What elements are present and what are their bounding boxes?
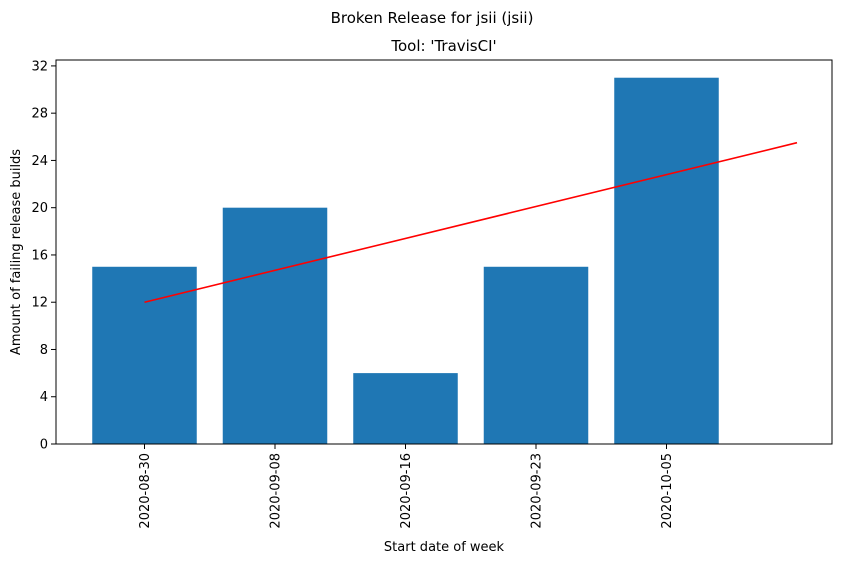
y-tick-label: 4 <box>40 390 48 405</box>
bar-2020-10-05 <box>614 77 719 444</box>
bar-2020-09-23 <box>483 266 589 444</box>
y-axis: 0 4 8 12 16 20 24 28 32 <box>31 59 56 453</box>
plot-frame <box>55 59 833 445</box>
bars-layer <box>92 77 719 444</box>
trend-layer <box>144 141 798 303</box>
chart-suptitle: Broken Release for jsii (jsii) <box>331 9 534 27</box>
x-axis-label: Start date of week <box>384 540 505 555</box>
y-tick-label: 32 <box>31 59 48 74</box>
x-tick-label: 2020-08-30 <box>138 453 153 529</box>
chart-title: Tool: 'TravisCI' <box>390 37 496 55</box>
y-tick-label: 8 <box>40 343 48 358</box>
x-tick-label: 2020-09-08 <box>269 453 284 529</box>
y-tick-label: 0 <box>40 438 48 453</box>
trend-line <box>144 141 798 303</box>
bar-2020-09-16 <box>353 373 458 444</box>
y-tick-label: 28 <box>31 107 48 122</box>
y-tick-label: 16 <box>31 248 48 263</box>
x-tick-label: 2020-09-16 <box>399 453 414 529</box>
x-tick-label: 2020-10-05 <box>660 453 675 529</box>
bar-2020-09-08 <box>222 207 328 444</box>
x-axis: 2020-08-30 2020-09-08 2020-09-16 2020-09-23… <box>138 444 675 529</box>
bar-2020-08-30 <box>92 266 197 444</box>
y-tick-label: 24 <box>31 154 48 169</box>
x-tick-label: 2020-09-23 <box>530 453 545 529</box>
y-tick-label: 20 <box>31 201 48 216</box>
y-axis-label: Amount of failing release builds <box>9 149 24 355</box>
y-tick-label: 12 <box>31 296 48 311</box>
